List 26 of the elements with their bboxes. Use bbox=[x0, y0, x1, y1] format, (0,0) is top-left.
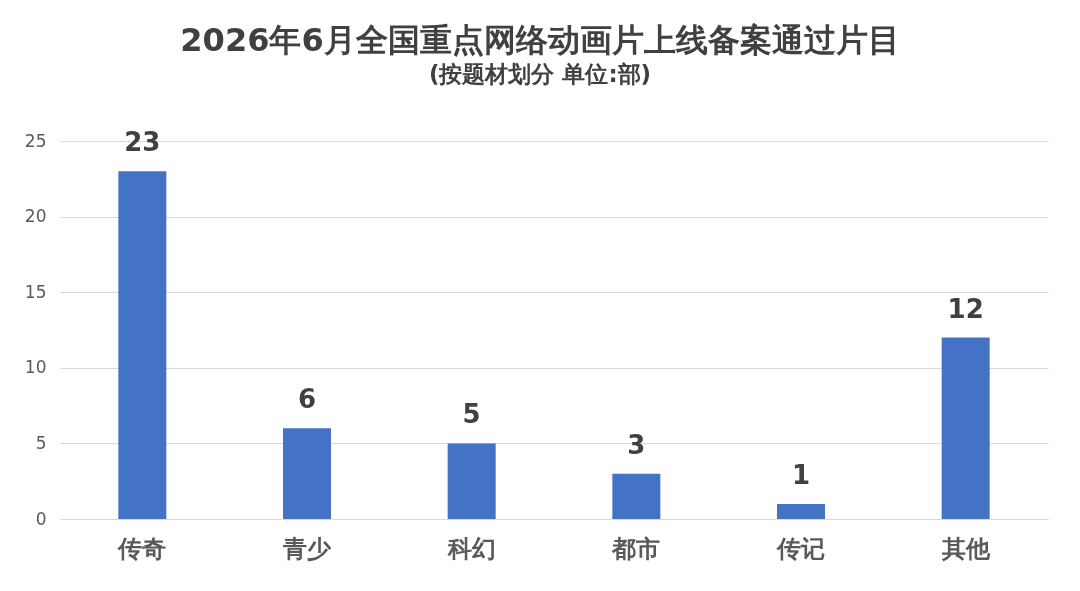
y-tick-label: 15 bbox=[24, 281, 47, 302]
y-tick-label: 0 bbox=[35, 508, 47, 529]
y-tick-label: 10 bbox=[24, 357, 47, 378]
bar bbox=[447, 443, 496, 519]
y-tick-label: 20 bbox=[24, 206, 47, 227]
x-tick-label: 传奇 bbox=[117, 534, 167, 563]
x-tick-label: 科幻 bbox=[446, 534, 496, 563]
data-label: 23 bbox=[124, 127, 161, 158]
y-tick-label: 5 bbox=[35, 432, 47, 453]
bar bbox=[777, 503, 825, 519]
x-tick-label: 青少 bbox=[282, 534, 332, 563]
bar bbox=[118, 171, 167, 519]
data-label: 3 bbox=[627, 429, 646, 460]
bar bbox=[941, 337, 990, 519]
bar bbox=[612, 473, 661, 519]
y-tick-label: 25 bbox=[24, 130, 47, 151]
data-label: 1 bbox=[791, 459, 811, 490]
chart-subtitle: (按题材划分 单位:部) bbox=[428, 61, 652, 88]
x-tick-label: 传记 bbox=[776, 534, 825, 563]
bar bbox=[283, 428, 331, 519]
data-label: 6 bbox=[297, 384, 317, 415]
chart-title: 2026年6月全国重点网络动画片上线备案通过片目 bbox=[180, 21, 900, 60]
data-label: 5 bbox=[462, 399, 481, 430]
x-tick-label: 其他 bbox=[940, 534, 991, 563]
x-tick-label: 都市 bbox=[611, 534, 661, 563]
data-label: 12 bbox=[947, 293, 984, 324]
